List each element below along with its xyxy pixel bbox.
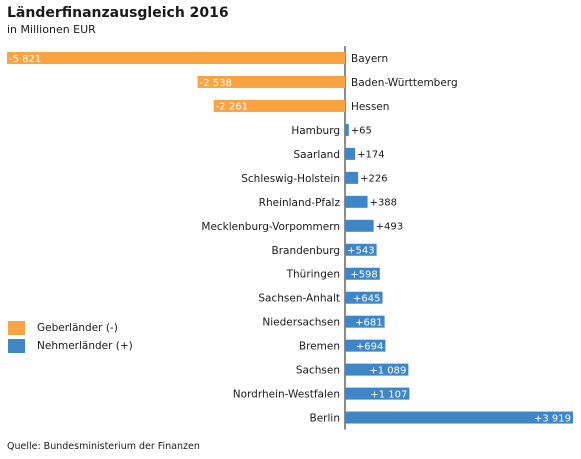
bar-2 [213, 99, 345, 112]
legend-label-recipient: Nehmerländer (+) [37, 340, 133, 352]
bar-14 [345, 387, 410, 400]
category-label-3: Hamburg [291, 125, 340, 137]
bar-1 [197, 75, 345, 88]
category-label-6: Rheinland-Pfalz [259, 197, 341, 209]
chart-subtitle: in Millionen EUR [7, 23, 96, 36]
bar-7 [345, 219, 374, 232]
source-note: Quelle: Bundesministerium der Finanzen [7, 441, 200, 452]
legend-label-donor: Geberländer (-) [37, 322, 118, 334]
category-label-4: Saarland [293, 149, 340, 161]
bar-10 [345, 291, 383, 304]
bar-value-label-0: -5 821 [9, 54, 41, 65]
bar-0 [7, 52, 345, 64]
category-label-2: Hessen [351, 101, 389, 113]
bar-8 [345, 243, 377, 256]
bar-value-label-6: +388 [370, 198, 397, 209]
category-label-1: Baden-Württemberg [351, 77, 458, 89]
category-label-0: Bayern [351, 53, 388, 65]
bar-3 [345, 123, 349, 136]
bar-11 [345, 315, 385, 328]
category-label-5: Schleswig-Holstein [241, 173, 340, 185]
bar-value-label-4: +174 [357, 150, 384, 161]
bar-value-label-11: +681 [355, 317, 382, 328]
category-label-15: Berlin [310, 413, 340, 425]
category-label-14: Nordrhein-Westfalen [233, 389, 340, 401]
bar-13 [345, 363, 409, 376]
bar-value-label-10: +645 [353, 294, 380, 305]
bar-12 [345, 339, 386, 352]
category-label-11: Niedersachsen [262, 317, 340, 329]
bar-value-label-9: +598 [350, 270, 377, 281]
bar-value-label-14: +1 107 [370, 389, 407, 400]
bar-value-label-1: -2 538 [200, 78, 232, 89]
bar-value-label-7: +493 [376, 222, 403, 233]
bar-value-label-15: +3 919 [534, 413, 571, 424]
bar-9 [345, 267, 380, 280]
category-label-9: Thüringen [286, 269, 340, 281]
bar-value-label-5: +226 [360, 174, 387, 185]
legend-swatch-donor [8, 321, 25, 335]
category-label-8: Brandenburg [271, 245, 340, 257]
bar-value-label-12: +694 [356, 341, 383, 352]
bar-value-label-8: +543 [347, 246, 374, 257]
bar-value-label-2: -2 261 [216, 102, 248, 113]
category-label-10: Sachsen-Anhalt [258, 293, 340, 305]
legend-swatch-recipient [8, 339, 25, 353]
category-label-13: Sachsen [296, 365, 340, 377]
bar-value-label-13: +1 089 [369, 365, 406, 376]
category-label-12: Bremen [299, 341, 340, 353]
bar-6 [345, 195, 368, 208]
category-label-7: Mecklenburg-Vorpommern [201, 221, 340, 233]
legend-item-recipient: Nehmerländer (+) [8, 338, 208, 354]
bar-value-label-3: +65 [351, 126, 372, 137]
legend-item-donor: Geberländer (-) [8, 320, 208, 336]
chart-title: Länderfinanzausgleich 2016 [7, 5, 229, 21]
bar-4 [345, 147, 356, 160]
bar-5 [345, 171, 359, 184]
bar-15 [345, 411, 573, 424]
